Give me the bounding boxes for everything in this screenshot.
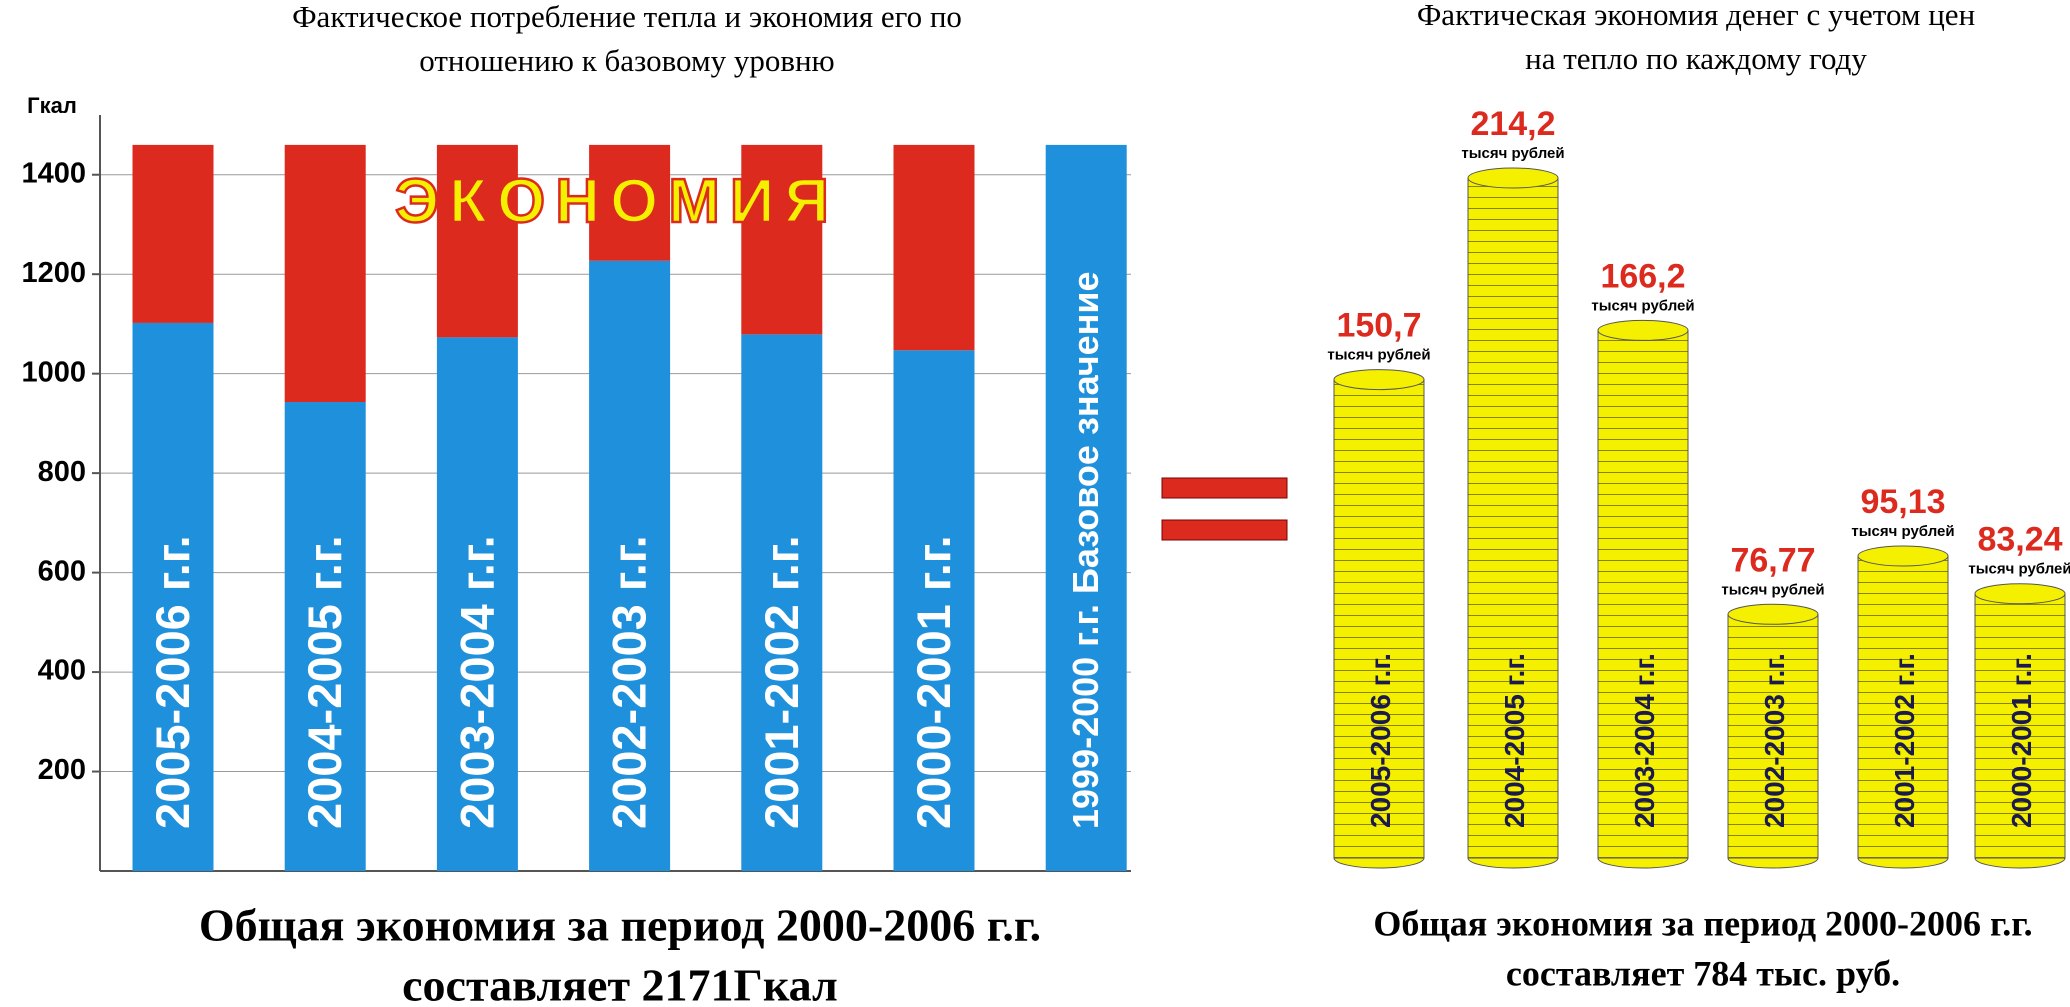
value-label: 214,2 xyxy=(1470,105,1555,143)
stack-label: 2004-2005 г.г. xyxy=(1499,653,1530,828)
y-tick-label: 1400 xyxy=(21,157,86,189)
bar-segment xyxy=(589,144,671,261)
value-label: 83,24 xyxy=(1977,521,2062,559)
coin-stack xyxy=(1857,555,1949,859)
equals-bar xyxy=(1161,519,1288,541)
stack-label: 2005-2006 г.г. xyxy=(1365,653,1396,828)
annotation: ЭКОНОМИЯ xyxy=(395,167,839,236)
bar-segment xyxy=(132,144,214,323)
bar-label: 2001-2002 г.г. xyxy=(755,535,808,829)
y-tick-label: 1200 xyxy=(21,257,86,289)
coin-stack xyxy=(1597,329,1689,859)
footer: Общая экономия за период 2000-2006 г.г. xyxy=(1373,903,2032,943)
footer: составляет 784 тыс. руб. xyxy=(1506,953,1900,993)
stack-label: 2000-2001 г.г. xyxy=(2006,653,2037,828)
stack-top xyxy=(1857,545,1949,567)
coin-stack xyxy=(1727,613,1819,859)
stack-label: 2001-2002 г.г. xyxy=(1889,653,1920,828)
bar-segment xyxy=(893,144,975,351)
value-label: 76,77 xyxy=(1730,541,1815,579)
value-unit: тысяч рублей xyxy=(1461,145,1564,162)
bar-label: 2003-2004 г.г. xyxy=(450,535,503,829)
value-unit: тысяч рублей xyxy=(1968,561,2070,578)
y-tick-label: 200 xyxy=(38,754,86,786)
bar-segment xyxy=(436,144,518,338)
value-unit: тысяч рублей xyxy=(1851,523,1954,540)
equals-bar xyxy=(1161,477,1288,499)
stack-top xyxy=(1974,583,2066,605)
chart-title: Фактическая экономия денег с учетом цен xyxy=(1417,0,1975,32)
bar-segment xyxy=(893,350,975,871)
bar-segment xyxy=(741,144,823,335)
footer: составляет 2171Гкал xyxy=(402,960,838,1007)
stack-top xyxy=(1597,319,1689,341)
chart-title: отношению к базовому уровню xyxy=(419,43,834,78)
value-unit: тысяч рублей xyxy=(1591,297,1694,314)
bar-segment xyxy=(132,322,214,871)
stack-label: 2003-2004 г.г. xyxy=(1629,653,1660,828)
value-label: 166,2 xyxy=(1600,257,1685,295)
bar-label: 2004-2005 г.г. xyxy=(298,535,351,829)
value-label: 150,7 xyxy=(1336,307,1421,345)
bar-segment xyxy=(741,334,823,871)
stack-top xyxy=(1727,603,1819,625)
chart-title: Фактическое потребление тепла и экономия… xyxy=(292,0,962,34)
bar-segment xyxy=(284,402,366,871)
y-axis-label: Гкал xyxy=(27,93,77,118)
value-unit: тысяч рублей xyxy=(1721,581,1824,598)
stack-top xyxy=(1467,167,1559,189)
bar-segment xyxy=(1045,144,1127,872)
bar-label: 1999-2000 г.г. Базовое значение xyxy=(1065,271,1106,829)
y-tick-label: 1000 xyxy=(21,356,86,388)
stack-label: 2002-2003 г.г. xyxy=(1759,653,1790,828)
bar-label: 2005-2006 г.г. xyxy=(146,535,199,829)
y-tick-label: 800 xyxy=(38,456,86,488)
y-tick-label: 600 xyxy=(38,555,86,587)
bar-segment xyxy=(589,260,671,872)
bar-segment xyxy=(436,337,518,871)
bar-label: 2002-2003 г.г. xyxy=(603,535,656,829)
chart-title: на тепло по каждому году xyxy=(1525,41,1867,76)
footer: Общая экономия за период 2000-2006 г.г. xyxy=(199,900,1041,951)
value-unit: тысяч рублей xyxy=(1327,347,1430,364)
bar-segment xyxy=(284,144,366,403)
bar-label: 2000-2001 г.г. xyxy=(907,535,960,829)
equals-sign xyxy=(1161,477,1288,541)
coin-stack xyxy=(1333,379,1425,859)
coin-stack xyxy=(1974,593,2066,859)
stack-top xyxy=(1333,369,1425,391)
y-tick-label: 400 xyxy=(38,655,86,687)
value-label: 95,13 xyxy=(1860,483,1945,521)
